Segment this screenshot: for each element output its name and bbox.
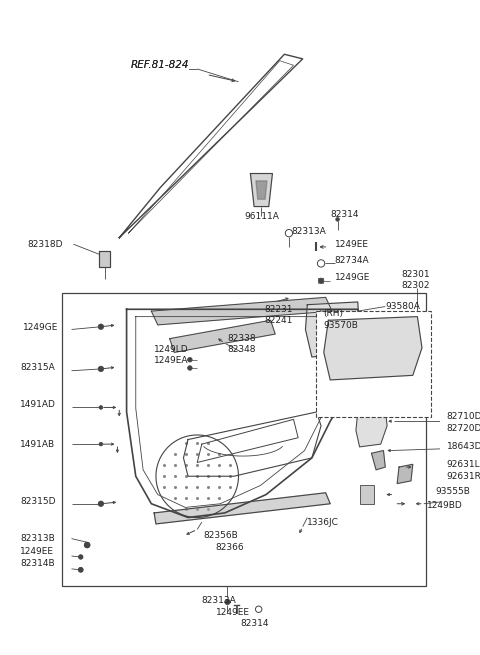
Text: 1491AB: 1491AB — [20, 440, 55, 449]
Polygon shape — [251, 174, 273, 206]
Polygon shape — [256, 181, 267, 199]
Text: REF.81-824: REF.81-824 — [130, 60, 189, 70]
Text: 1249EE: 1249EE — [216, 607, 250, 616]
Text: 82348: 82348 — [228, 345, 256, 354]
Text: 82313B: 82313B — [20, 534, 55, 543]
Circle shape — [99, 442, 103, 446]
Polygon shape — [356, 410, 387, 447]
Text: 1249GE: 1249GE — [335, 272, 370, 282]
Text: (RH): (RH) — [323, 309, 343, 318]
Bar — [320, 309, 336, 316]
Text: 92631R: 92631R — [447, 472, 480, 481]
Text: 82313A: 82313A — [202, 595, 237, 605]
Polygon shape — [154, 493, 330, 524]
Text: 18643D: 18643D — [447, 442, 480, 451]
Circle shape — [188, 358, 192, 362]
Circle shape — [341, 331, 347, 337]
Circle shape — [336, 217, 339, 221]
Circle shape — [78, 567, 83, 572]
Text: 82315D: 82315D — [20, 496, 56, 506]
Circle shape — [318, 278, 324, 284]
Circle shape — [98, 366, 104, 371]
Text: 1249LD: 1249LD — [154, 345, 189, 354]
Circle shape — [225, 599, 230, 605]
Text: 82314: 82314 — [330, 210, 359, 219]
Text: 82231: 82231 — [264, 305, 293, 314]
Text: 93555B: 93555B — [436, 487, 470, 496]
Circle shape — [188, 365, 192, 370]
Text: 1249EE: 1249EE — [335, 240, 369, 249]
Bar — [320, 329, 336, 337]
Text: 82356B: 82356B — [204, 531, 239, 540]
Bar — [320, 339, 336, 347]
Polygon shape — [397, 464, 413, 483]
Text: 82301: 82301 — [402, 270, 431, 279]
Circle shape — [99, 405, 103, 409]
Circle shape — [341, 350, 347, 355]
Polygon shape — [151, 297, 332, 325]
Polygon shape — [99, 252, 110, 267]
Circle shape — [78, 555, 83, 559]
Polygon shape — [305, 302, 360, 357]
Circle shape — [98, 501, 104, 506]
Text: 96111A: 96111A — [244, 212, 279, 221]
Text: 1336JC: 1336JC — [307, 517, 339, 527]
Text: 1249EA: 1249EA — [154, 356, 189, 365]
Text: 82314: 82314 — [240, 618, 269, 627]
Polygon shape — [324, 316, 422, 380]
Bar — [316, 311, 431, 417]
Text: 82302: 82302 — [402, 281, 430, 290]
Text: 82313A: 82313A — [292, 227, 326, 236]
Circle shape — [360, 356, 365, 362]
Text: 1249GE: 1249GE — [23, 323, 58, 332]
Text: 82241: 82241 — [264, 316, 293, 325]
Text: 93580A: 93580A — [385, 302, 420, 311]
Circle shape — [98, 324, 104, 329]
Text: 1249BD: 1249BD — [427, 501, 462, 510]
Text: 82366: 82366 — [216, 543, 244, 552]
Text: 82318D: 82318D — [27, 240, 63, 249]
Text: 82710D: 82710D — [447, 412, 480, 421]
Text: 1249EE: 1249EE — [20, 547, 54, 556]
Text: 1491AD: 1491AD — [20, 400, 56, 409]
Circle shape — [84, 542, 90, 548]
Text: 92631L: 92631L — [447, 460, 480, 469]
Text: 82314B: 82314B — [20, 559, 55, 568]
Text: 93570B: 93570B — [323, 322, 358, 330]
Polygon shape — [372, 451, 385, 470]
Bar — [360, 485, 374, 504]
Text: 82315A: 82315A — [20, 364, 55, 373]
Text: 82720D: 82720D — [447, 424, 480, 433]
Text: 82734A: 82734A — [335, 256, 370, 265]
Text: 82338: 82338 — [228, 334, 256, 343]
Polygon shape — [170, 320, 275, 352]
Text: REF.81-824: REF.81-824 — [130, 60, 189, 70]
Circle shape — [355, 338, 360, 343]
Bar — [62, 293, 426, 586]
Circle shape — [369, 344, 374, 350]
Bar — [320, 320, 336, 327]
